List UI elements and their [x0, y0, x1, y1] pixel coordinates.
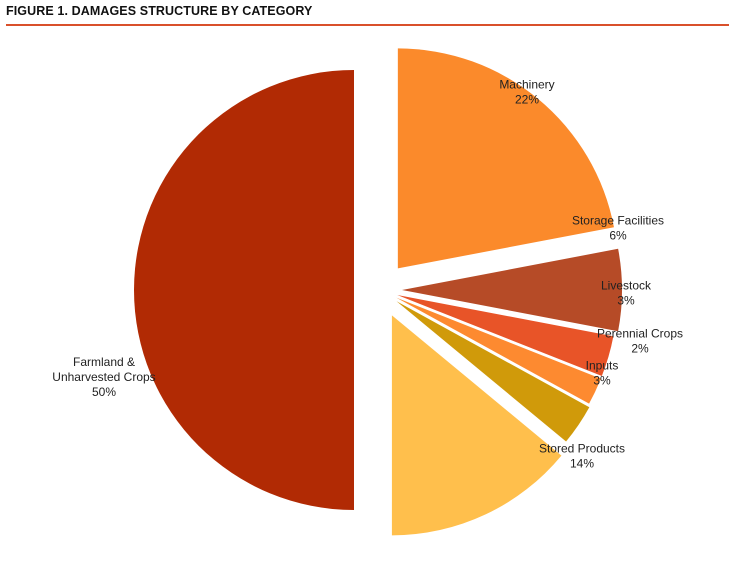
pie-slice-farmland-unharvested-crops — [134, 70, 354, 510]
slice-label-stored-products: Stored Products 14% — [539, 442, 625, 471]
pie-slice-inputs — [396, 301, 590, 442]
pie-slice-perennial-crops — [396, 297, 601, 404]
slice-label-perennial-crops: Perennial Crops 2% — [597, 327, 683, 356]
slice-label-inputs: Inputs 3% — [586, 359, 619, 388]
pie-slices — [134, 48, 622, 536]
slice-label-storage-facilities: Storage Facilities 6% — [572, 214, 664, 243]
figure-title: FIGURE 1. DAMAGES STRUCTURE BY CATEGORY — [6, 4, 313, 18]
pie-slice-livestock — [397, 295, 614, 377]
title-rule — [6, 24, 729, 26]
slice-label-machinery: Machinery 22% — [499, 78, 554, 107]
pie-slice-stored-products — [391, 315, 562, 536]
pie-slice-storage-facilities — [402, 248, 622, 332]
slice-label-livestock: Livestock 3% — [601, 279, 652, 308]
slice-label-farmland-unharvested-crops: Farmland & Unharvested Crops 50% — [52, 355, 155, 399]
pie-slice-machinery — [397, 48, 614, 269]
pie-labels: Machinery 22% Storage Facilities 6% Livestoc… — [52, 78, 683, 471]
